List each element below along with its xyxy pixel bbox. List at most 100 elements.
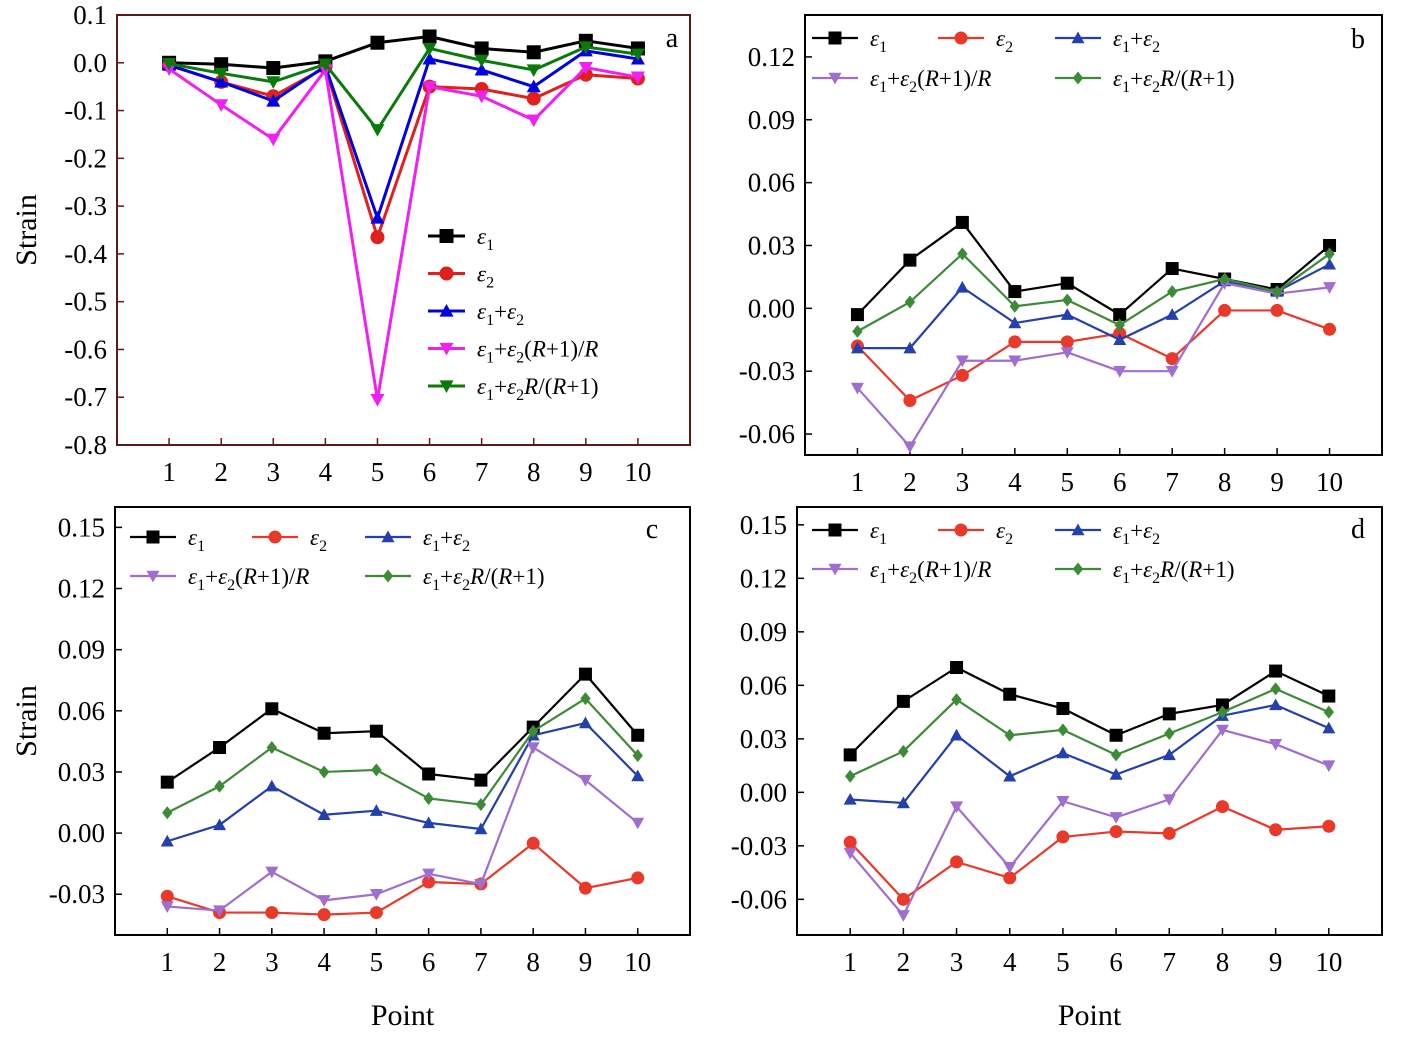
marker-triangle-up bbox=[474, 822, 488, 835]
marker-triangle-up bbox=[160, 834, 174, 847]
x-tick-label: 3 bbox=[265, 947, 279, 977]
marker-square bbox=[1269, 664, 1283, 678]
marker-triangle-down bbox=[850, 382, 864, 395]
marker-square bbox=[631, 728, 645, 742]
series-line bbox=[166, 721, 639, 843]
legend-label: ε1+ε2R/(R+1) bbox=[1113, 66, 1234, 96]
x-tick-label: 5 bbox=[1056, 947, 1070, 977]
marker-triangle-down bbox=[1109, 812, 1123, 824]
marker-triangle-down bbox=[213, 905, 227, 918]
marker-square bbox=[896, 694, 910, 708]
marker-diamond bbox=[1072, 562, 1084, 576]
series-line bbox=[849, 687, 1330, 778]
y-tick-label: 0.12 bbox=[740, 563, 787, 593]
legend-entry: ε1+ε2R/(R+1) bbox=[1055, 557, 1234, 587]
marker-triangle-up bbox=[369, 804, 383, 816]
marker-triangle-down bbox=[422, 81, 437, 94]
x-tick-label: 1 bbox=[843, 947, 857, 977]
legend-label: ε1 bbox=[188, 525, 205, 555]
plot-frame bbox=[804, 14, 1383, 456]
marker-circle bbox=[631, 871, 645, 885]
marker-triangle-up bbox=[370, 211, 385, 224]
legend-label: ε1+ε2 bbox=[1113, 518, 1160, 548]
y-tick-label: -0.03 bbox=[49, 879, 105, 909]
marker-circle bbox=[1323, 322, 1337, 336]
marker-triangle-down bbox=[474, 878, 488, 891]
marker-circle bbox=[955, 368, 969, 382]
marker-circle bbox=[1270, 303, 1284, 317]
marker-triangle-up bbox=[422, 51, 437, 65]
marker-triangle-up bbox=[1165, 308, 1179, 320]
chart-panel-a: 1 2 3 4 5 6 7 8 9 10 0.1 0.0 -0.1 -0.2 -0.3 -0.4 -0.5 -0.… bbox=[10, 0, 691, 487]
y-tick-label: -0.6 bbox=[64, 334, 107, 364]
marker-diamond bbox=[1057, 723, 1069, 737]
x-tick-label: 5 bbox=[1061, 467, 1075, 497]
legend-label: ε1+ε2 bbox=[423, 525, 470, 555]
marker-triangle-down bbox=[1060, 347, 1074, 359]
legend-label: ε2 bbox=[996, 26, 1013, 56]
x-tick-label: 6 bbox=[422, 947, 436, 977]
marker-triangle-down bbox=[1056, 796, 1070, 808]
marker-diamond bbox=[1270, 682, 1281, 696]
marker-triangle-down bbox=[439, 380, 454, 393]
series-e2 bbox=[843, 800, 1336, 906]
legend-entry: ε2 bbox=[938, 26, 1013, 56]
legend-entry: ε1+ε2(R+1)/R bbox=[428, 337, 598, 367]
legend-label: ε1+ε2R/(R+1) bbox=[477, 374, 598, 404]
legend-label: ε1+ε2 bbox=[477, 299, 524, 329]
y-tick-label: 0.15 bbox=[740, 510, 787, 540]
marker-square bbox=[265, 702, 279, 716]
series-line bbox=[856, 282, 1330, 448]
marker-circle bbox=[843, 835, 857, 849]
x-tick-label: 5 bbox=[370, 947, 384, 977]
series-line bbox=[166, 673, 639, 784]
y-tick-label: -0.2 bbox=[64, 143, 107, 173]
marker-diamond bbox=[214, 779, 225, 793]
marker-triangle-up bbox=[1003, 769, 1017, 782]
y-tick-label: 0.00 bbox=[748, 293, 795, 323]
panel-letter: d bbox=[1351, 514, 1365, 545]
series-e1_plus_e2_R1_over_R bbox=[850, 277, 1337, 454]
legend-entry: ε2 bbox=[428, 262, 494, 292]
series-line bbox=[856, 221, 1331, 316]
marker-circle bbox=[369, 906, 383, 920]
series-line bbox=[849, 728, 1330, 917]
x-tick-label: 10 bbox=[1316, 467, 1343, 497]
marker-triangle-up bbox=[1269, 698, 1283, 711]
series-line bbox=[167, 746, 639, 912]
legend-entry: ε1 bbox=[812, 518, 887, 548]
legend: ε1 ε2 ε1+ε2 ε1+ε2(R+1)/R ε1+ε2R/(R+1) bbox=[428, 224, 598, 404]
y-axis-title: Strain bbox=[10, 194, 43, 266]
marker-triangle-down bbox=[526, 64, 541, 77]
marker-triangle-up bbox=[1109, 768, 1123, 780]
legend-entry: ε1+ε2R/(R+1) bbox=[1055, 66, 1234, 96]
marker-square bbox=[843, 748, 857, 762]
legend-label: ε1+ε2(R+1)/R bbox=[188, 564, 309, 594]
marker-triangle-down bbox=[828, 72, 842, 85]
x-tick-label: 1 bbox=[851, 467, 865, 497]
y-tick-label: -0.3 bbox=[64, 191, 107, 221]
x-tick-label: 9 bbox=[1270, 467, 1284, 497]
legend-entry: ε1+ε2(R+1)/R bbox=[812, 557, 991, 587]
y-tick-label: 0.06 bbox=[740, 670, 787, 700]
marker-triangle-down bbox=[474, 54, 489, 68]
marker-triangle-down bbox=[317, 895, 331, 907]
marker-square bbox=[1323, 238, 1337, 252]
legend-label: ε1+ε2 bbox=[1113, 26, 1160, 56]
marker-circle bbox=[896, 892, 910, 906]
series-e1 bbox=[850, 215, 1337, 322]
x-tick-label: 8 bbox=[1216, 947, 1230, 977]
marker-diamond bbox=[1009, 299, 1021, 313]
x-tick-label: 7 bbox=[1163, 947, 1177, 977]
marker-diamond bbox=[844, 769, 856, 783]
marker-circle bbox=[1060, 335, 1074, 349]
legend-entry: ε1+ε2R/(R+1) bbox=[428, 374, 598, 404]
legend: ε1 ε2 ε1+ε2 ε1+ε2(R+1)/R ε1+ε2R/(R+1) bbox=[812, 26, 1234, 96]
series-e1_plus_e2 bbox=[843, 698, 1336, 809]
marker-triangle-up bbox=[843, 792, 857, 805]
series-e1_plus_e2_R1_over_R bbox=[843, 724, 1336, 922]
legend-entry: ε1+ε2 bbox=[365, 525, 470, 555]
x-axis-title: Point bbox=[1058, 999, 1122, 1032]
legend-entry: ε1+ε2 bbox=[1055, 26, 1160, 56]
marker-diamond bbox=[852, 324, 863, 338]
